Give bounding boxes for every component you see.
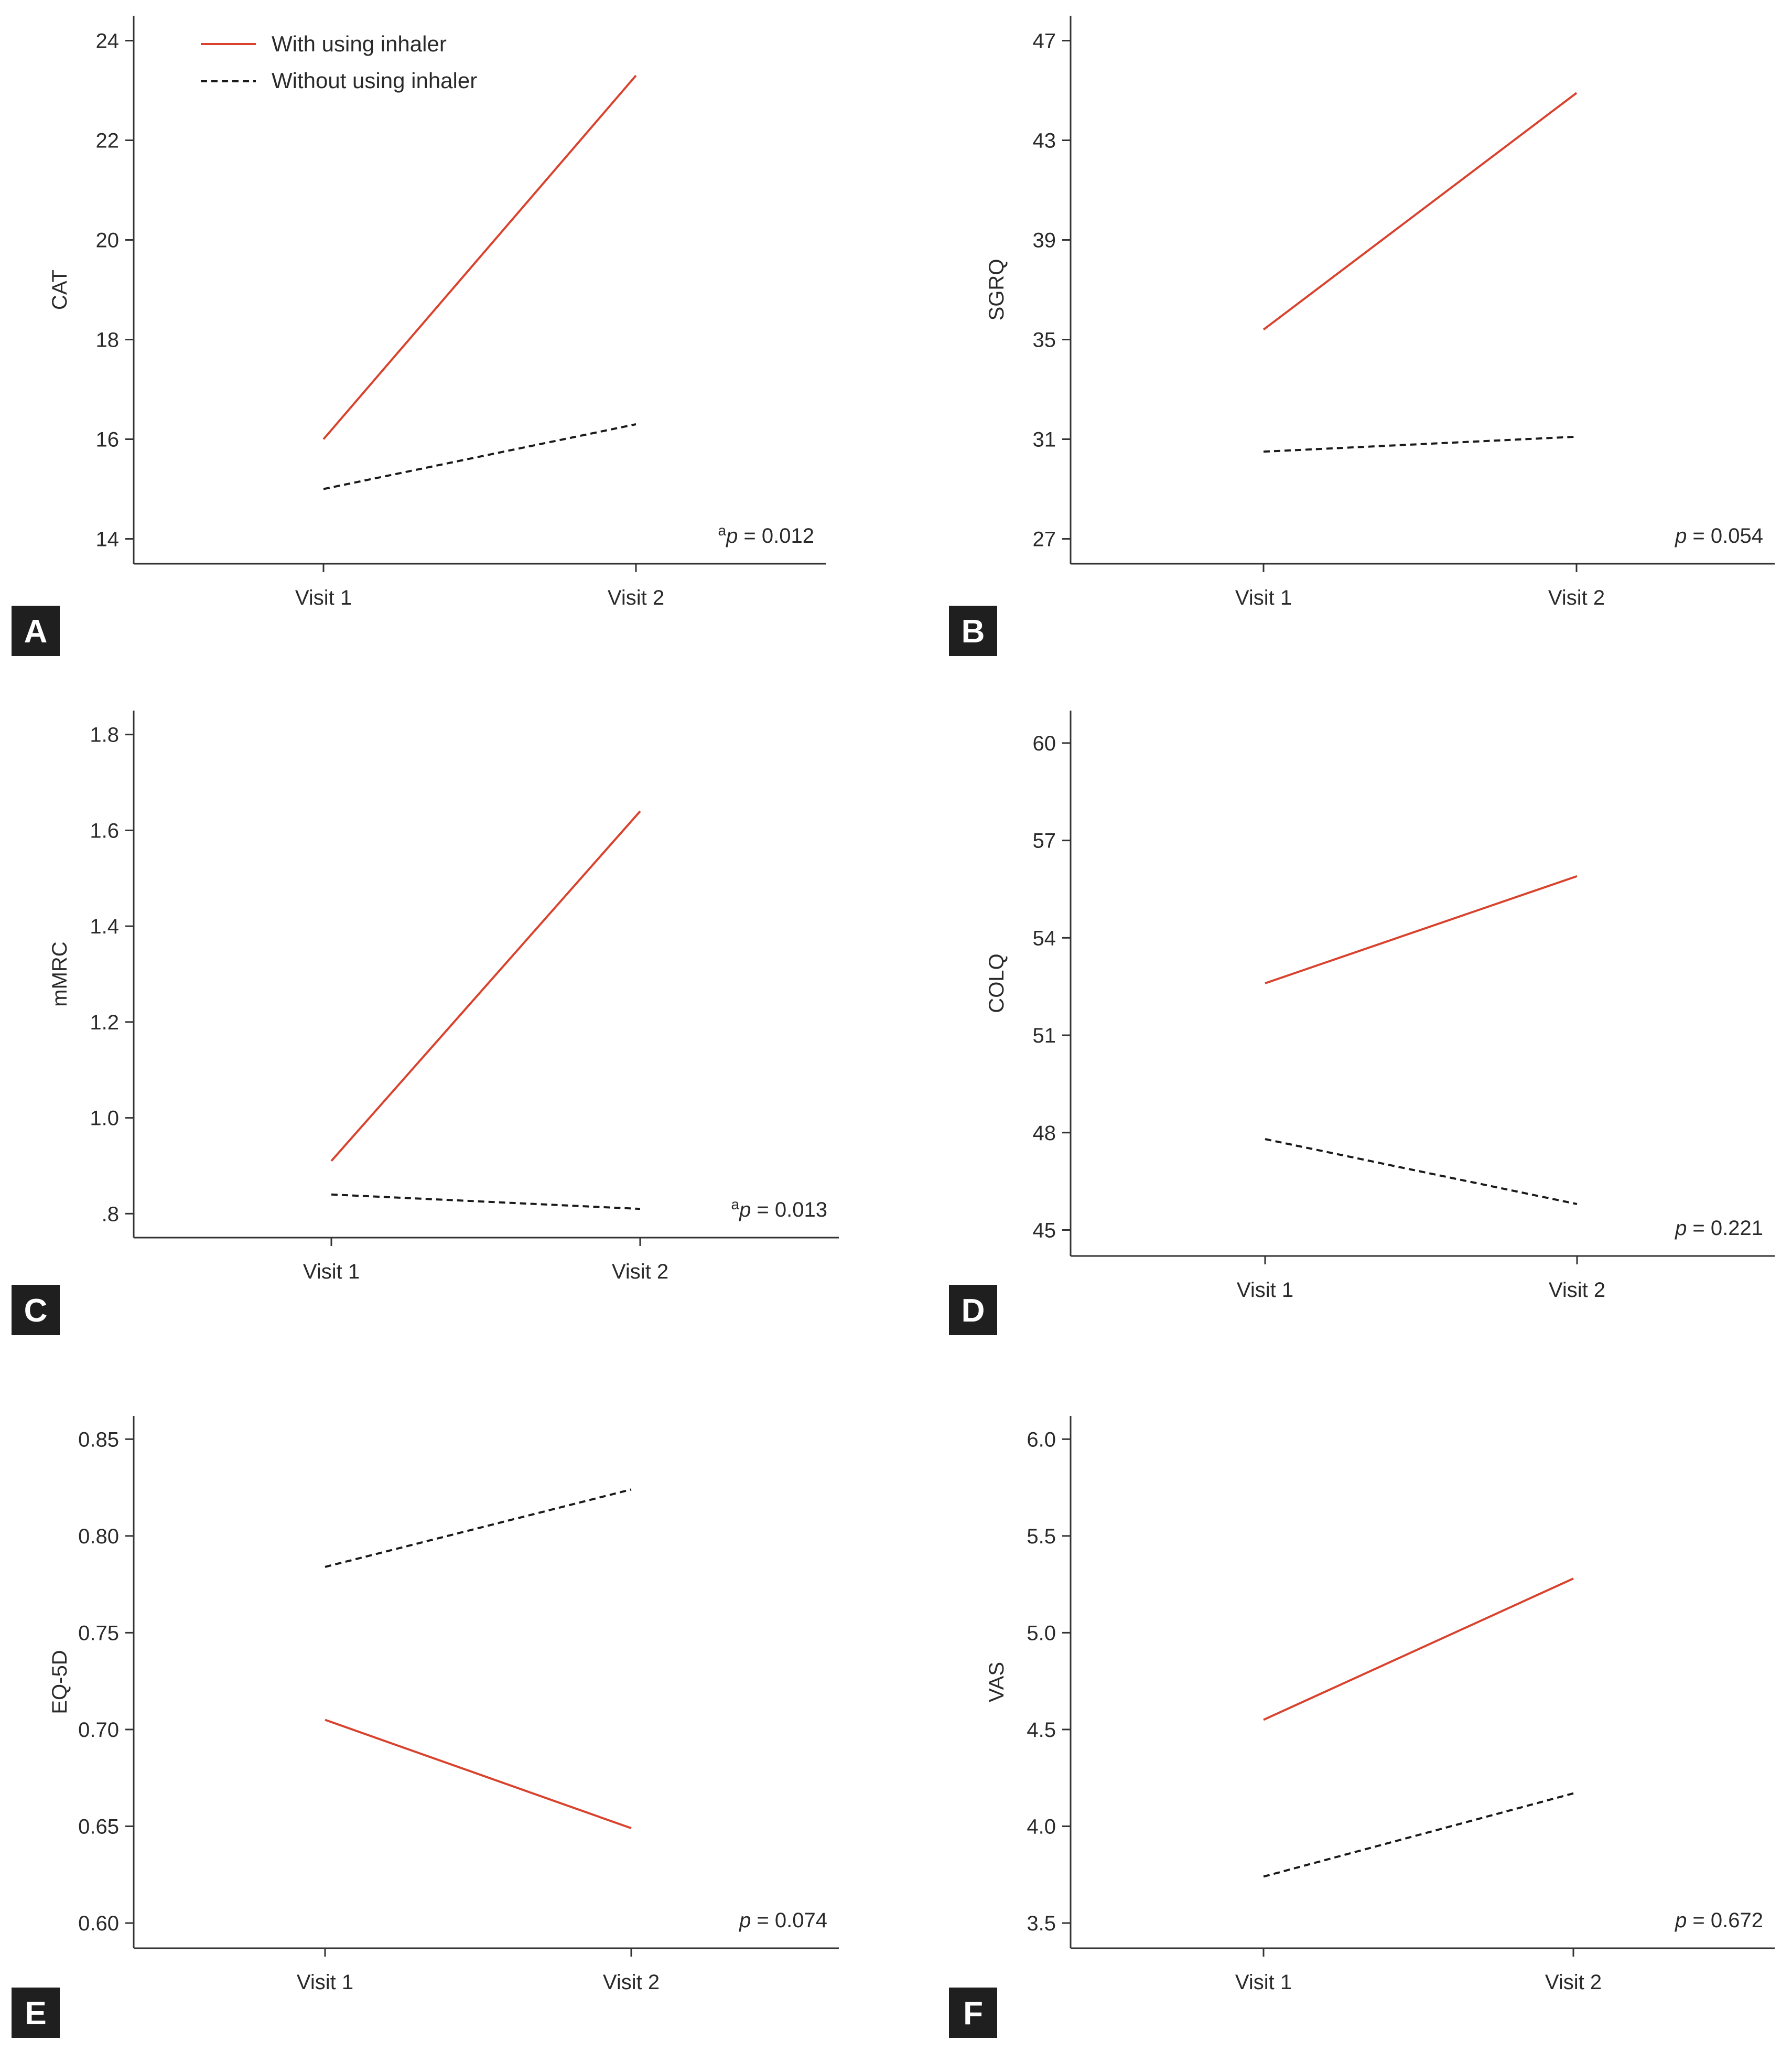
x-tick-label-d: Visit 2 bbox=[1549, 1279, 1605, 1302]
p-value-a: ap = 0.012 bbox=[718, 522, 814, 547]
x-tick-label-a: Visit 2 bbox=[608, 586, 664, 609]
y-tick-label-c: 1.8 bbox=[90, 724, 119, 747]
y-tick-label-f: 5.0 bbox=[1027, 1622, 1056, 1645]
panel-d: 45 48 51 54 57 60 Visit 1 Visit 2 COLQ p = 0.221 D bbox=[949, 711, 1775, 1335]
y-axis-title-e: EQ-5D bbox=[48, 1650, 71, 1714]
y-tick-label-d: 45 bbox=[1033, 1219, 1056, 1242]
y-tick-label-e: 0.60 bbox=[78, 1912, 119, 1935]
panel-badge-d bbox=[949, 1285, 997, 1335]
y-tick-label-a: 14 bbox=[96, 528, 120, 551]
panel-letter-f: F bbox=[963, 1995, 983, 2032]
x-tick-label-b: Visit 1 bbox=[1235, 586, 1292, 609]
y-tick-label-b: 27 bbox=[1033, 528, 1056, 551]
series-without-line-c bbox=[331, 1193, 641, 1210]
panel-badge-a bbox=[12, 606, 60, 656]
x-tick-label-e: Visit 2 bbox=[603, 1971, 660, 1994]
panel-f: 3.5 4.0 4.5 5.0 5.5 6.0 Visit 1 Visit 2 VAS p = 0… bbox=[949, 1416, 1775, 2038]
y-tick-label-d: 54 bbox=[1033, 927, 1056, 950]
series-with-line-d bbox=[1265, 875, 1578, 984]
y-tick-label-a: 20 bbox=[96, 229, 120, 252]
panel-letter-c: C bbox=[24, 1293, 48, 1329]
y-tick-label-f: 3.5 bbox=[1027, 1912, 1056, 1935]
panel-badge-f bbox=[949, 1988, 997, 2038]
x-tick-label-c: Visit 2 bbox=[612, 1260, 668, 1283]
y-axis-title-a: CAT bbox=[48, 270, 71, 310]
panel-badge-b bbox=[949, 606, 997, 656]
y-tick-label-f: 6.0 bbox=[1027, 1428, 1056, 1451]
series-without-line-b bbox=[1263, 435, 1577, 453]
panel-e: 0.60 0.65 0.70 0.75 0.80 0.85 Visit 1 Visit 2 EQ… bbox=[12, 1416, 839, 2038]
y-tick-label-b: 47 bbox=[1033, 30, 1056, 53]
y-tick-label-d: 48 bbox=[1033, 1122, 1056, 1145]
y-tick-label-e: 0.80 bbox=[78, 1525, 119, 1548]
series-with-line-b bbox=[1262, 92, 1578, 331]
p-value-d: p = 0.221 bbox=[1675, 1217, 1763, 1240]
x-tick-label-f: Visit 1 bbox=[1235, 1971, 1292, 1994]
y-tick-label-e: 0.75 bbox=[78, 1622, 119, 1645]
panel-letter-b: B bbox=[962, 614, 985, 650]
y-tick-label-d: 60 bbox=[1033, 732, 1056, 755]
series-with-line-c bbox=[330, 810, 641, 1162]
p-value-c: ap = 0.013 bbox=[731, 1196, 827, 1221]
series-without-line-a bbox=[323, 423, 636, 490]
y-tick-label-c: .8 bbox=[102, 1202, 119, 1226]
x-tick-label-c: Visit 1 bbox=[303, 1260, 360, 1283]
y-tick-label-b: 31 bbox=[1033, 428, 1056, 452]
y-tick-label-a: 24 bbox=[96, 30, 120, 53]
p-value-e: p = 0.074 bbox=[739, 1909, 827, 1932]
x-tick-label-e: Visit 1 bbox=[297, 1971, 353, 1994]
panel-a: 14 16 18 20 22 24 Visit 1 Visit 2 CAT ap = 0.012 A bbox=[12, 16, 826, 656]
y-tick-label-d: 51 bbox=[1033, 1024, 1056, 1047]
y-tick-label-b: 35 bbox=[1033, 329, 1056, 352]
series-with-line-f bbox=[1263, 1577, 1574, 1721]
series-without-line-f bbox=[1263, 1792, 1574, 1878]
legend-with-label: With using inhaler bbox=[272, 31, 447, 56]
y-tick-label-b: 39 bbox=[1033, 229, 1056, 252]
y-tick-label-e: 0.65 bbox=[78, 1815, 119, 1838]
legend: With using inhaler Without using inhaler bbox=[201, 31, 477, 93]
y-tick-label-f: 4.0 bbox=[1027, 1815, 1056, 1838]
x-tick-label-a: Visit 1 bbox=[295, 586, 352, 609]
panel-c: .8 1.0 1.2 1.4 1.6 1.8 Visit 1 Visit 2 mMRC ap = … bbox=[12, 711, 839, 1335]
y-tick-label-d: 57 bbox=[1033, 830, 1056, 853]
y-tick-label-c: 1.6 bbox=[90, 819, 119, 842]
y-axis-title-f: VAS bbox=[985, 1662, 1008, 1702]
x-tick-label-f: Visit 2 bbox=[1545, 1971, 1602, 1994]
y-tick-label-a: 16 bbox=[96, 428, 120, 452]
y-axis-title-b: SGRQ bbox=[985, 259, 1008, 321]
x-tick-label-d: Visit 1 bbox=[1237, 1279, 1293, 1302]
y-tick-label-c: 1.0 bbox=[90, 1107, 119, 1130]
y-tick-label-a: 18 bbox=[96, 329, 120, 352]
y-tick-label-f: 4.5 bbox=[1027, 1719, 1056, 1742]
y-tick-label-a: 22 bbox=[96, 130, 120, 153]
p-value-f: p = 0.672 bbox=[1675, 1909, 1763, 1932]
y-axis-title-c: mMRC bbox=[48, 941, 71, 1006]
y-tick-label-f: 5.5 bbox=[1027, 1525, 1056, 1548]
legend-without-label: Without using inhaler bbox=[272, 68, 477, 93]
panel-letter-d: D bbox=[962, 1293, 985, 1329]
panel-badge-c bbox=[12, 1285, 60, 1335]
y-tick-label-c: 1.2 bbox=[90, 1011, 119, 1034]
series-with-line-e bbox=[325, 1719, 632, 1830]
panel-letter-a: A bbox=[24, 614, 48, 650]
y-tick-label-e: 0.85 bbox=[78, 1428, 119, 1451]
panel-letter-e: E bbox=[25, 1995, 46, 2032]
p-value-b: p = 0.054 bbox=[1675, 524, 1763, 547]
panel-b: 27 31 35 39 43 47 Visit 1 Visit 2 SGRQ p = 0.054 B bbox=[949, 16, 1775, 656]
x-tick-label-b: Visit 2 bbox=[1548, 586, 1605, 609]
y-axis-title-d: COLQ bbox=[985, 953, 1008, 1013]
series-without-line-e bbox=[325, 1488, 632, 1568]
series-without-line-d bbox=[1265, 1138, 1578, 1205]
y-tick-label-c: 1.4 bbox=[90, 915, 119, 938]
panel-badge-e bbox=[12, 1988, 60, 2038]
y-tick-label-e: 0.70 bbox=[78, 1719, 119, 1742]
y-tick-label-b: 43 bbox=[1033, 130, 1056, 153]
series-with-line-a bbox=[322, 74, 637, 440]
